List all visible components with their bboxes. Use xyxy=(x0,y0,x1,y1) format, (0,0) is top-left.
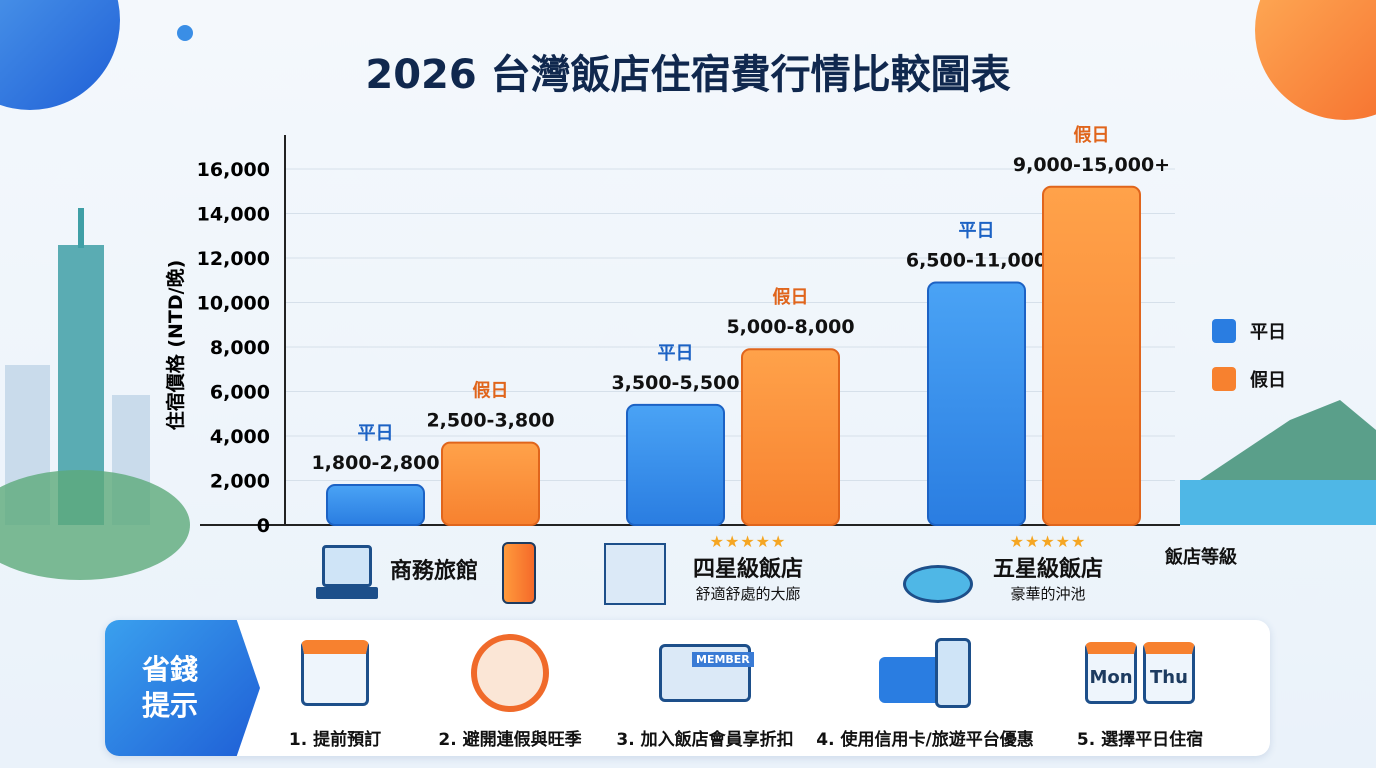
mountain-illustration xyxy=(1180,400,1376,525)
bar-series-label: 假日 xyxy=(473,380,509,402)
calendar-day-thu: Thu xyxy=(1143,641,1195,704)
bar-weekday xyxy=(927,281,1026,526)
y-tick-label: 4,000 xyxy=(210,426,270,448)
y-tick-label: 8,000 xyxy=(210,337,270,359)
category-name: 商務旅館 xyxy=(390,559,479,584)
legend-item-weekend: 假日 xyxy=(1212,366,1286,392)
category-five-star: ★★★★★ 五星級飯店 豪華的沖池 xyxy=(978,532,1118,604)
y-tick-label: 2,000 xyxy=(210,471,270,493)
tip-label: 3. 加入飯店會員享折扣 xyxy=(616,730,794,750)
bar-weekend xyxy=(441,441,540,526)
bar-weekend xyxy=(1042,185,1141,527)
tips-heading-line: 省錢 xyxy=(141,652,198,686)
bar-series-label: 假日 xyxy=(773,286,809,308)
tip-label: 4. 使用信用卡/旅遊平台優惠 xyxy=(816,730,1034,750)
no-crowds-icon xyxy=(405,630,615,715)
y-axis-label: 住宿價格 (NTD/晚) xyxy=(164,260,187,431)
tip-item: 1. 提前預訂 xyxy=(230,630,440,750)
tips-heading: 省錢 提示 xyxy=(105,620,260,756)
y-tick-label: 16,000 xyxy=(197,159,270,181)
laptop-icon xyxy=(316,545,378,603)
category-name: 四星級飯店 xyxy=(692,557,803,582)
y-tick-label: 6,000 xyxy=(210,382,270,404)
pool-icon xyxy=(903,565,973,603)
tip-item: MEMBER 3. 加入飯店會員享折扣 xyxy=(600,630,810,750)
legend: 平日 假日 xyxy=(1212,318,1286,414)
bar-value-label: 2,500-3,800 xyxy=(426,410,554,432)
credit-card-phone-icon xyxy=(805,630,1045,715)
bar-series-label: 平日 xyxy=(959,220,995,241)
bar-value-label: 3,500-5,500 xyxy=(611,372,739,394)
bar-weekday xyxy=(326,483,425,527)
y-tick-label: 10,000 xyxy=(197,293,270,315)
bar-value-label: 9,000-15,000+ xyxy=(1013,154,1170,176)
y-tick-label: 14,000 xyxy=(197,204,270,226)
category-subtitle: 豪華的沖池 xyxy=(1010,585,1086,603)
bar-value-label: 6,500-11,000 xyxy=(906,249,1047,271)
bar-series-label: 平日 xyxy=(358,423,394,444)
star-rating-icon: ★★★★★ xyxy=(1009,532,1087,551)
bar-weekday xyxy=(626,403,725,527)
category-name: 五星級飯店 xyxy=(992,557,1103,582)
decor-dot xyxy=(177,25,193,41)
calendar-day-mon: Mon xyxy=(1085,641,1137,704)
y-tick-label: 0 xyxy=(257,515,270,537)
bar-value-label: 5,000-8,000 xyxy=(726,316,854,338)
member-card-icon: MEMBER xyxy=(600,630,810,715)
tip-item: 2. 避開連假與旺季 xyxy=(405,630,615,750)
money-saving-tips-panel: 省錢 提示 1. 提前預訂 2. 避開連假與旺季 MEMBER 3. 加入飯店會員… xyxy=(105,620,1270,756)
legend-label: 假日 xyxy=(1250,370,1286,391)
bar-weekend xyxy=(741,348,840,526)
tip-label: 2. 避開連假與旺季 xyxy=(438,730,582,750)
tip-label: 5. 選擇平日住宿 xyxy=(1076,730,1204,750)
bar-series-label: 平日 xyxy=(658,343,694,364)
star-rating-icon: ★★★★★ xyxy=(709,532,787,551)
taipei-101-illustration xyxy=(0,208,190,580)
bar-series-label: 假日 xyxy=(1074,124,1110,146)
x-axis-label: 飯店等級 xyxy=(1165,547,1237,568)
calendar-clock-icon xyxy=(230,630,440,715)
tips-heading-line: 提示 xyxy=(141,689,198,722)
hotel-building-icon xyxy=(604,543,666,605)
tip-label: 1. 提前預訂 xyxy=(288,730,382,750)
tip-item: 4. 使用信用卡/旅遊平台優惠 xyxy=(805,630,1045,750)
category-business-hotel: 商務旅館 xyxy=(390,553,478,585)
bar-value-label: 1,800-2,800 xyxy=(311,452,439,474)
tip-item: Mon Thu 5. 選擇平日住宿 xyxy=(1035,630,1245,750)
legend-item-weekday: 平日 xyxy=(1212,318,1286,344)
bar-chart: 0 2,000 4,000 6,000 8,000 10,000 12,000 14,000 1… xyxy=(0,124,1376,580)
page-title: 2026 台灣飯店住宿費行情比較圖表 xyxy=(365,52,1011,98)
category-subtitle: 舒適舒處的大廊 xyxy=(695,585,801,603)
legend-swatch xyxy=(1212,367,1236,391)
weekday-calendar-icon: Mon Thu xyxy=(1035,630,1245,715)
legend-swatch xyxy=(1212,319,1236,343)
luggage-icon xyxy=(502,542,536,604)
y-tick-label: 12,000 xyxy=(197,248,270,270)
legend-label: 平日 xyxy=(1250,322,1286,343)
category-four-star: ★★★★★ 四星級飯店 舒適舒處的大廊 xyxy=(678,532,818,604)
member-card-text: MEMBER xyxy=(692,651,754,667)
